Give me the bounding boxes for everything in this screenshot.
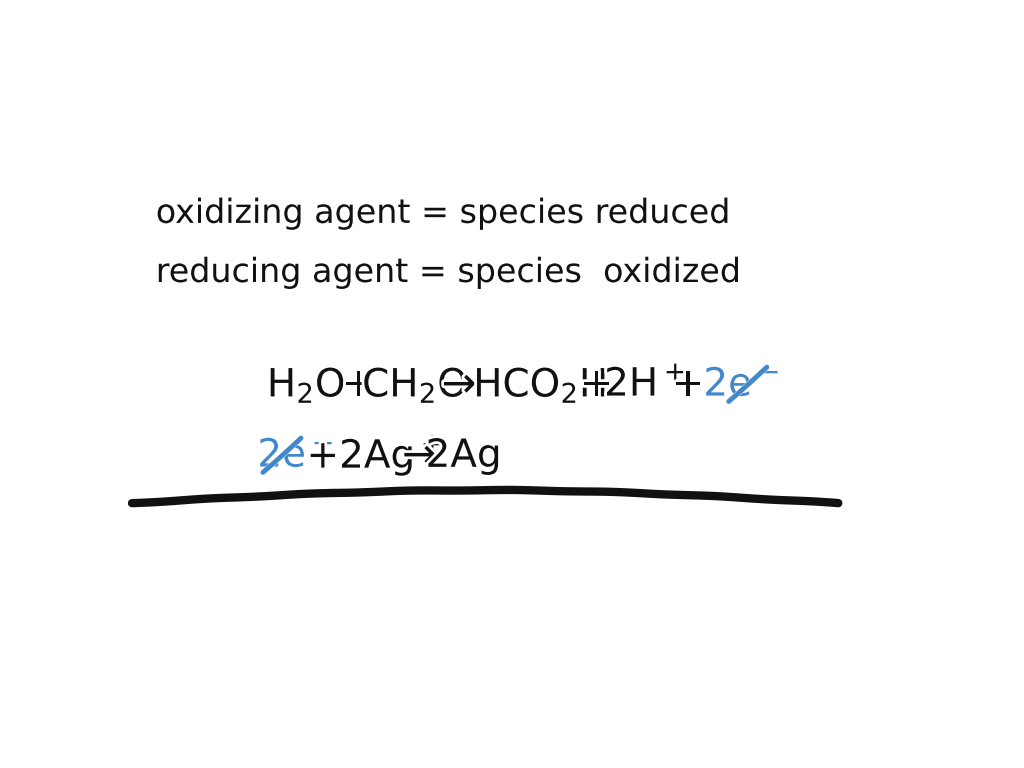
Text: +: + (342, 366, 375, 404)
Text: CH$_2$O: CH$_2$O (362, 365, 468, 405)
Text: +: + (581, 366, 613, 404)
Text: 2H$^+$: 2H$^+$ (604, 366, 686, 404)
Text: oxidizing agent = species reduced: oxidizing agent = species reduced (156, 197, 731, 230)
Text: H$_2$O: H$_2$O (267, 365, 345, 405)
Text: HCO$_2$H: HCO$_2$H (473, 365, 606, 405)
Text: $\rightarrow$: $\rightarrow$ (394, 435, 437, 477)
Text: +: + (672, 366, 705, 404)
Text: reducing agent = species  oxidized: reducing agent = species oxidized (156, 256, 741, 289)
Text: 2Ag: 2Ag (426, 437, 502, 475)
Text: +2Ag$^+$: +2Ag$^+$ (306, 434, 442, 478)
Text: 2e$^-$: 2e$^-$ (257, 437, 334, 475)
Text: $\rightarrow$: $\rightarrow$ (433, 364, 476, 406)
Text: 2e$^-$: 2e$^-$ (703, 366, 779, 404)
